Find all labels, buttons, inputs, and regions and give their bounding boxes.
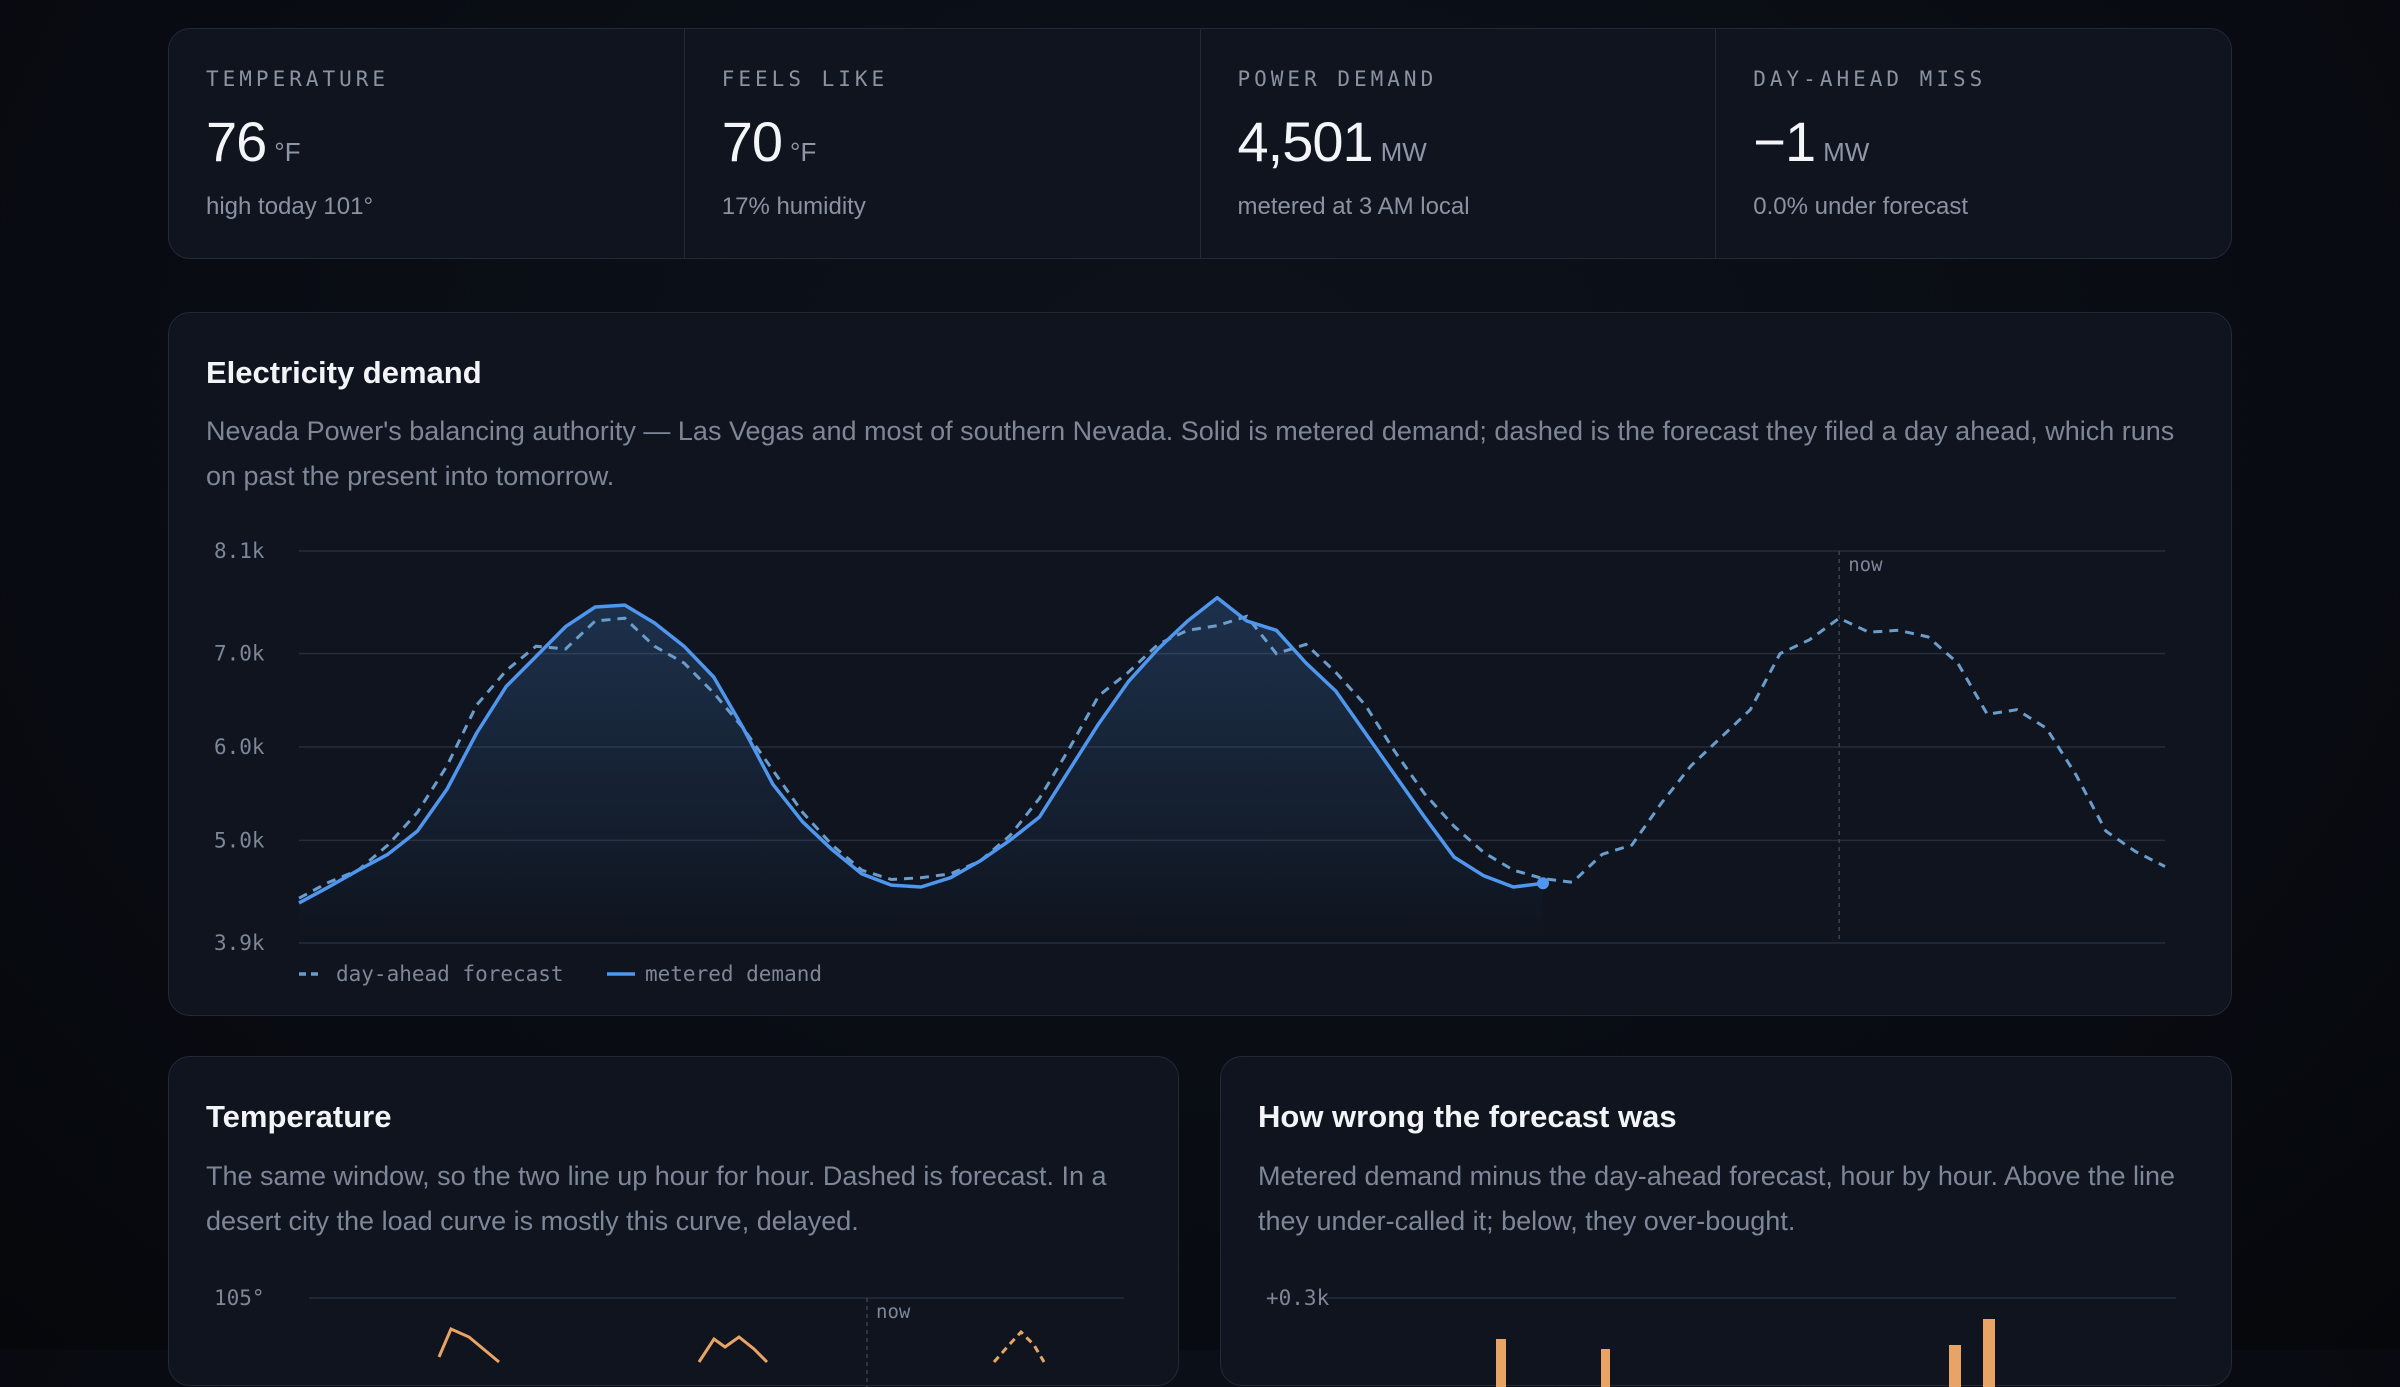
forecast-miss-chart: +0.3k <box>1266 1286 2176 1387</box>
stat-number: −1 <box>1753 110 1816 173</box>
stat-temperature: TEMPERATURE 76 °F high today 101° <box>169 29 685 258</box>
temperature-line <box>437 1327 500 1364</box>
demand-chart: 8.1k 7.0k 6.0k 5.0k 3.9k now day-ahead forecas… <box>214 539 2166 986</box>
stat-label: DAY-AHEAD MISS <box>1753 67 1987 91</box>
stat-label: TEMPERATURE <box>206 67 390 91</box>
miss-bar <box>1496 1339 1506 1387</box>
stat-subtext: high today 101° <box>206 193 374 220</box>
forecast-miss-panel: How wrong the forecast was Metered deman… <box>1220 1056 2232 1387</box>
stat-unit: °F <box>274 137 301 167</box>
forecast-line <box>298 614 2166 900</box>
stat-value: 70 °F <box>722 109 817 174</box>
now-label: now <box>1848 554 1883 576</box>
stat-unit: °F <box>790 137 817 167</box>
demand-panel: Electricity demand Nevada Power's balanc… <box>168 312 2232 1016</box>
stat-power-demand: POWER DEMAND 4,501 MW metered at 3 AM loc… <box>1201 29 1717 258</box>
stat-label: FEELS LIKE <box>721 67 889 91</box>
panel-title: Electricity demand <box>206 355 482 390</box>
metered-area <box>299 597 1543 943</box>
panel-title: Temperature <box>206 1099 392 1134</box>
panel-title: How wrong the forecast was <box>1258 1099 1677 1134</box>
stat-label: POWER DEMAND <box>1237 67 1438 91</box>
panel-description: Metered demand minus the day-ahead forec… <box>1258 1161 2176 1236</box>
stat-subtext: 17% humidity <box>721 193 866 220</box>
y-tick-label: +0.3k <box>1266 1286 1330 1310</box>
stat-value: −1 MW <box>1753 109 1869 174</box>
current-point <box>1537 877 1549 890</box>
stat-number: 76 <box>206 110 267 173</box>
stat-number: 4,501 <box>1237 110 1374 173</box>
panel-description: Nevada Power's balancing authority — Las… <box>206 416 2175 491</box>
stat-value: 4,501 MW <box>1238 109 1427 174</box>
stat-unit: MW <box>1823 137 1870 167</box>
stat-number: 70 <box>721 110 783 173</box>
y-tick-label: 6.0k <box>214 735 265 759</box>
stat-value: 76 °F <box>206 109 301 174</box>
stat-feels-like: FEELS LIKE 70 °F 17% humidity <box>685 29 1201 258</box>
miss-bar <box>1983 1319 1995 1387</box>
stat-unit: MW <box>1380 137 1427 167</box>
miss-bar <box>1949 1345 1961 1387</box>
y-tick-label: 5.0k <box>214 828 265 852</box>
now-label: now <box>876 1301 911 1323</box>
stat-subtext: metered at 3 AM local <box>1237 193 1470 220</box>
temperature-panel: Temperature The same window, so the two … <box>168 1056 1179 1387</box>
y-tick-label: 3.9k <box>214 931 265 955</box>
y-tick-label: 8.1k <box>214 539 265 563</box>
metered-line <box>298 595 1544 905</box>
stats-strip: TEMPERATURE 76 °F high today 101° FEELS L… <box>168 28 2232 259</box>
stat-subtext: 0.0% under forecast <box>1753 193 1969 220</box>
temperature-forecast-line <box>992 1329 1046 1363</box>
y-tick-label: 7.0k <box>214 642 265 666</box>
panel-description: The same window, so the two line up hour… <box>206 1161 1107 1236</box>
legend-forecast-label: day-ahead forecast <box>336 962 564 986</box>
miss-bar <box>1601 1349 1610 1387</box>
legend-metered-label: metered demand <box>645 962 822 986</box>
temperature-chart: 105° now <box>214 1286 1124 1387</box>
y-tick-label: 105° <box>214 1286 265 1310</box>
stat-day-ahead-miss: DAY-AHEAD MISS −1 MW 0.0% under forecast <box>1716 29 2231 258</box>
